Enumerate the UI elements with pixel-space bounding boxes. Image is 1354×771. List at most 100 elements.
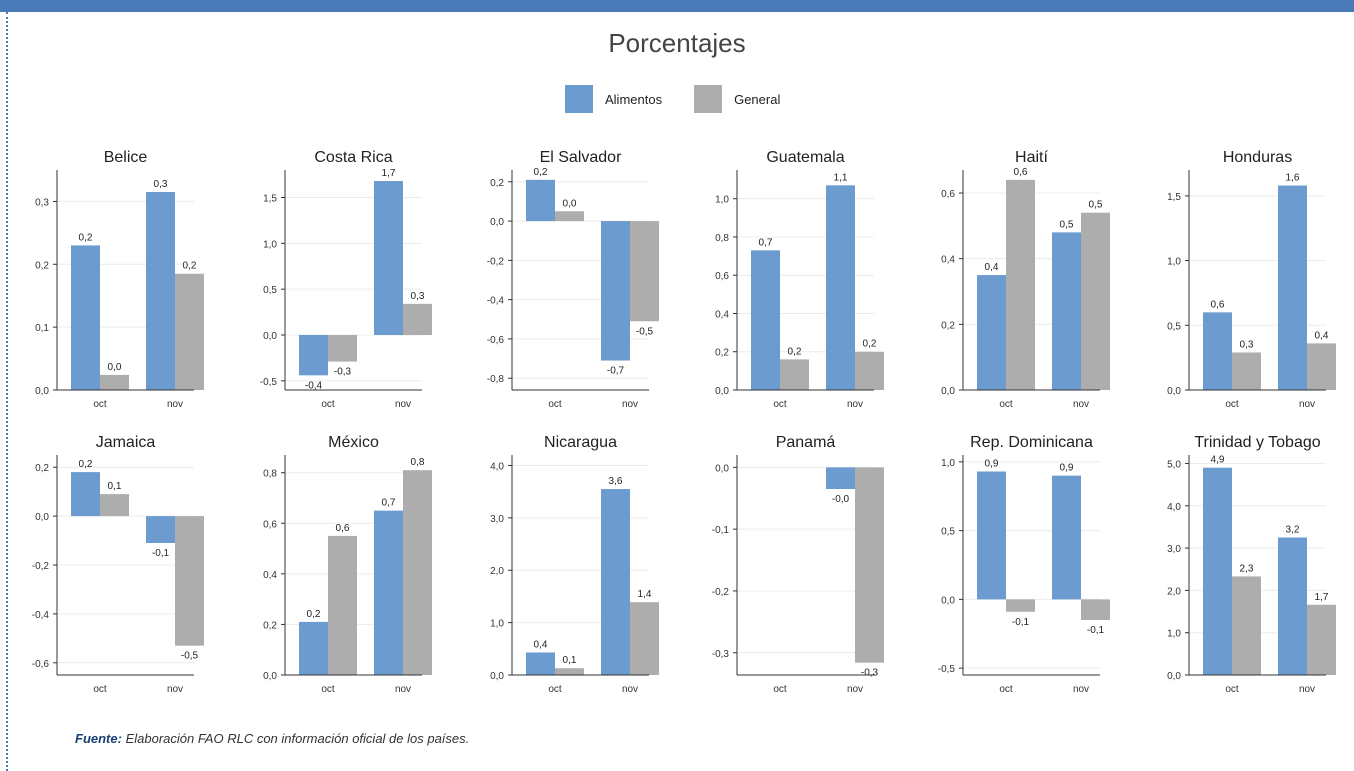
- bar-jamaica-general-oct: [100, 494, 129, 517]
- bar-guatemala-alimentos-oct: [751, 250, 780, 390]
- data-label: -0,1: [1087, 625, 1105, 636]
- data-label: -0,0: [832, 494, 850, 505]
- bar-hait--alimentos-nov: [1052, 232, 1081, 390]
- y-tick-label: 0,0: [1167, 386, 1181, 397]
- x-tick-label: nov: [395, 399, 411, 410]
- data-label: 0,3: [1240, 339, 1254, 350]
- bar-honduras-alimentos-nov: [1278, 185, 1307, 390]
- data-label: 0,3: [411, 291, 425, 302]
- data-label: 0,0: [108, 362, 122, 373]
- bar-costa-rica-alimentos-oct: [299, 335, 328, 376]
- data-label: 0,9: [985, 459, 999, 470]
- x-tick-label: nov: [1299, 399, 1315, 410]
- y-tick-label: -0,2: [32, 561, 50, 572]
- data-label: 0,2: [788, 346, 802, 357]
- legend-swatch-general: [694, 85, 723, 113]
- y-tick-label: 1,0: [263, 239, 277, 250]
- data-label: -0,1: [1012, 617, 1030, 628]
- y-tick-label: 0,5: [941, 527, 955, 538]
- x-tick-label: oct: [548, 399, 562, 410]
- y-tick-label: 0,3: [35, 197, 49, 208]
- bar-trinidad-y-tobago-general-nov: [1307, 604, 1336, 675]
- y-tick-label: 0,5: [1167, 321, 1181, 332]
- bar-costa-rica-general-nov: [403, 303, 432, 335]
- data-label: 3,6: [609, 476, 623, 487]
- y-tick-label: -0,6: [32, 659, 50, 670]
- data-label: -0,7: [607, 366, 625, 377]
- bar-trinidad-y-tobago-general-oct: [1232, 576, 1261, 675]
- x-tick-label: nov: [1073, 399, 1089, 410]
- y-tick-label: 0,0: [263, 671, 277, 682]
- x-tick-label: oct: [999, 399, 1013, 410]
- y-tick-label: 1,0: [941, 458, 955, 469]
- y-tick-label: 3,0: [1167, 544, 1181, 555]
- source-text: Elaboración FAO RLC con información ofic…: [121, 731, 470, 746]
- data-label: 1,7: [382, 168, 396, 179]
- y-tick-label: 0,8: [715, 233, 729, 244]
- y-tick-label: 0,0: [263, 331, 277, 342]
- data-label: 0,9: [1060, 463, 1074, 474]
- data-label: 0,7: [382, 498, 396, 509]
- figure-title: Porcentajes: [608, 28, 746, 58]
- bar-honduras-general-oct: [1232, 352, 1261, 390]
- data-label: 0,4: [534, 639, 548, 650]
- y-tick-label: 0,2: [715, 348, 729, 359]
- y-tick-label: 0,2: [490, 178, 504, 189]
- x-tick-label: nov: [847, 684, 863, 695]
- y-tick-label: 0,2: [941, 320, 955, 331]
- y-tick-label: -0,1: [712, 525, 730, 536]
- y-tick-label: 0,0: [715, 463, 729, 474]
- subplot-title-honduras: Honduras: [1223, 149, 1292, 166]
- y-tick-label: 0,0: [35, 386, 49, 397]
- y-tick-label: 0,8: [263, 469, 277, 480]
- y-tick-label: 0,0: [1167, 671, 1181, 682]
- y-tick-label: 0,6: [715, 271, 729, 282]
- bar-el-salvador-alimentos-nov: [601, 221, 630, 361]
- subplot-title-nicaragua: Nicaragua: [544, 434, 617, 451]
- y-tick-label: 0,6: [263, 519, 277, 530]
- y-tick-label: -0,2: [487, 256, 505, 267]
- data-label: -0,4: [305, 380, 323, 391]
- legend-label-general: General: [734, 91, 781, 107]
- y-tick-label: -0,4: [487, 296, 505, 307]
- data-label: 0,3: [154, 179, 168, 190]
- data-label: 0,2: [79, 459, 93, 470]
- y-tick-label: 0,0: [941, 595, 955, 606]
- y-tick-label: 1,0: [715, 195, 729, 206]
- data-label: 0,2: [863, 339, 877, 350]
- bar-hait--general-nov: [1081, 212, 1110, 390]
- bar-trinidad-y-tobago-alimentos-nov: [1278, 537, 1307, 675]
- x-tick-label: nov: [395, 684, 411, 695]
- bar-rep-dominicana-general-nov: [1081, 599, 1110, 620]
- x-tick-label: oct: [773, 399, 787, 410]
- y-tick-label: 4,0: [490, 461, 504, 472]
- bar-m-xico-general-oct: [328, 535, 357, 675]
- charts-canvas: Belice 0,0 0,1 0,2 0,3 0,2 0,3 0,0 0,2 oct nov Cost…: [32, 149, 1336, 695]
- y-tick-label: 1,5: [263, 194, 277, 205]
- x-tick-label: nov: [167, 399, 183, 410]
- bar-nicaragua-alimentos-nov: [601, 489, 630, 675]
- bar-nicaragua-general-nov: [630, 602, 659, 675]
- y-tick-label: 0,2: [263, 620, 277, 631]
- data-label: 0,4: [985, 262, 999, 273]
- bar-hait--general-oct: [1006, 179, 1035, 390]
- y-tick-label: 1,0: [490, 619, 504, 630]
- data-label: -0,3: [861, 668, 879, 679]
- y-tick-label: 0,0: [35, 512, 49, 523]
- y-tick-label: -0,6: [487, 335, 505, 346]
- subplot-title-panam-: Panamá: [776, 434, 836, 451]
- y-tick-label: 0,4: [941, 255, 955, 266]
- data-label: 0,4: [1315, 330, 1329, 341]
- data-label: 0,8: [411, 457, 425, 468]
- data-label: 0,6: [1211, 299, 1225, 310]
- bar-m-xico-alimentos-oct: [299, 621, 328, 675]
- y-tick-label: 0,6: [941, 189, 955, 200]
- x-tick-label: oct: [93, 684, 107, 695]
- x-tick-label: oct: [321, 399, 335, 410]
- data-label: 0,6: [336, 523, 350, 534]
- subplot-title-belice: Belice: [104, 149, 148, 166]
- legend-label-alimentos: Alimentos: [605, 91, 663, 107]
- subplot-title-m-xico: México: [328, 434, 379, 451]
- y-tick-label: 0,0: [941, 386, 955, 397]
- x-tick-label: nov: [1073, 684, 1089, 695]
